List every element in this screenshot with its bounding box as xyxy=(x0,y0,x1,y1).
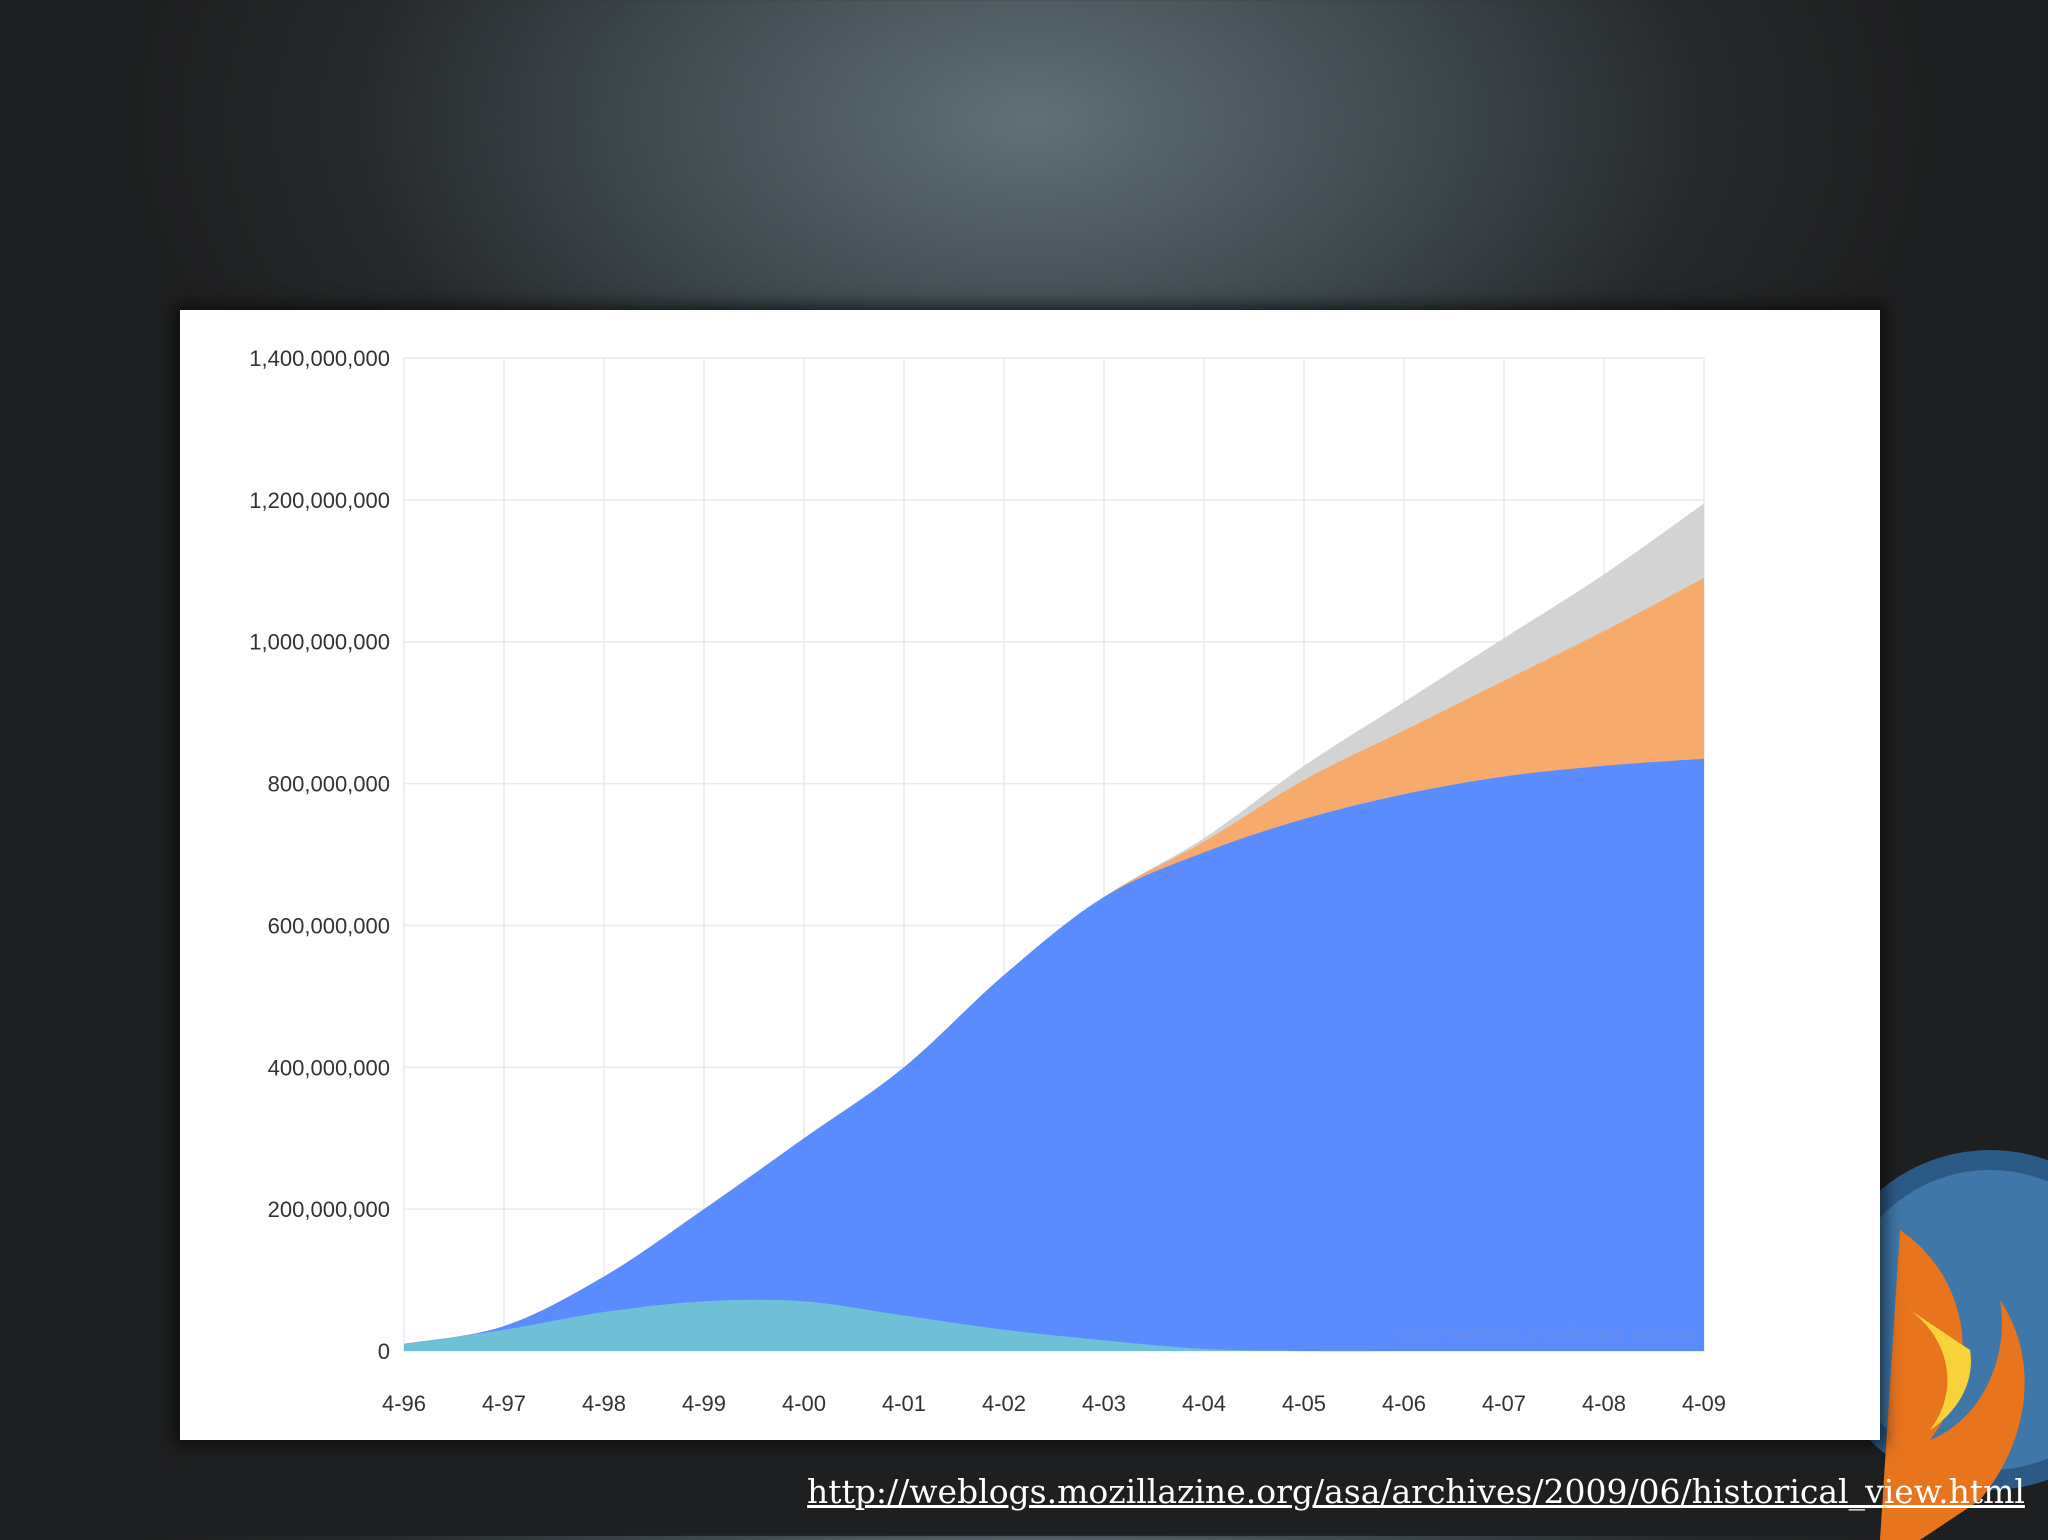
stacked-area-chart: 0 200,000,000 400,000,000 600,000,000 800,00… xyxy=(249,346,1726,1416)
y-tick-label: 400,000,000 xyxy=(268,1055,390,1080)
x-tick-label: 4-03 xyxy=(1082,1391,1126,1416)
x-tick-label: 4-06 xyxy=(1382,1391,1426,1416)
x-tick-label: 4-07 xyxy=(1482,1391,1526,1416)
area-series-2 xyxy=(404,758,1704,1351)
area-series-1 xyxy=(404,1299,1704,1352)
x-tick-label: 4-98 xyxy=(582,1391,626,1416)
x-tick-label: 4-99 xyxy=(682,1391,726,1416)
x-tick-label: 4-08 xyxy=(1582,1391,1626,1416)
x-tick-label: 4-09 xyxy=(1682,1391,1726,1416)
y-tick-label: 200,000,000 xyxy=(268,1197,390,1222)
chart-watermark: http://weblogs.mozillazine.org/asa xyxy=(1397,1323,1698,1345)
y-tick-label: 1,400,000,000 xyxy=(249,346,390,371)
y-tick-label: 600,000,000 xyxy=(268,913,390,938)
x-tick-label: 4-02 xyxy=(982,1391,1026,1416)
x-tick-label: 4-04 xyxy=(1182,1391,1226,1416)
source-link[interactable]: http://weblogs.mozillazine.org/asa/archi… xyxy=(806,1472,2025,1511)
y-tick-label: 0 xyxy=(378,1339,390,1364)
x-tick-label: 4-01 xyxy=(882,1391,926,1416)
y-tick-label: 1,000,000,000 xyxy=(249,630,390,655)
chart-card: 0 200,000,000 400,000,000 600,000,000 800,00… xyxy=(180,310,1880,1440)
x-tick-label: 4-00 xyxy=(782,1391,826,1416)
y-tick-label: 1,200,000,000 xyxy=(249,488,390,513)
x-tick-label: 4-05 xyxy=(1282,1391,1326,1416)
y-tick-label: 800,000,000 xyxy=(268,772,390,797)
firefox-logo-icon xyxy=(1840,1150,2048,1540)
x-tick-label: 4-97 xyxy=(482,1391,526,1416)
x-tick-label: 4-96 xyxy=(382,1391,426,1416)
